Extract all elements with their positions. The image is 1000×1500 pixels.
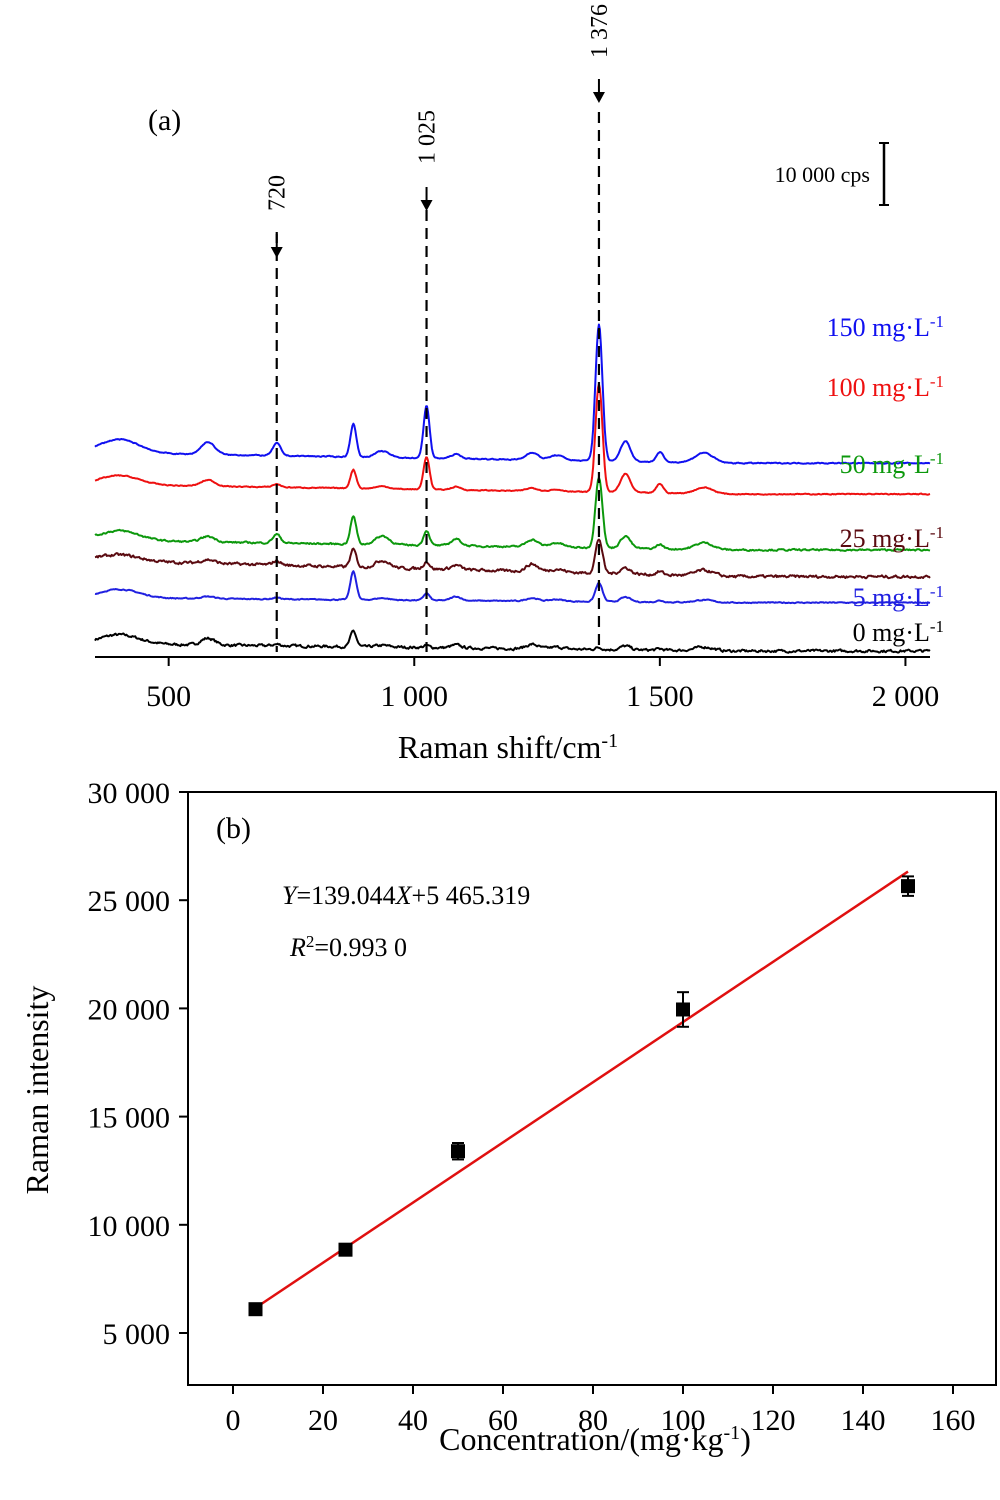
peak-arrow-head <box>420 200 433 211</box>
y-tick-label: 5 000 <box>103 1318 171 1351</box>
peak-label: 720 <box>265 175 291 211</box>
series-labels: 0 mg·L-1 5 mg·L-1 25 mg·L-1 50 mg·L-1 100 mg… <box>827 312 944 648</box>
y-tick-label: 15 000 <box>88 1102 171 1135</box>
data-point <box>901 879 915 894</box>
series-label: 25 mg·L-1 <box>840 523 944 554</box>
x-axis-ticks: 500 1 000 1 500 2 000 <box>146 657 939 713</box>
x-tick-label: 0 <box>226 1404 241 1437</box>
x-tick-label: 120 <box>751 1404 796 1437</box>
x-tick-label: 160 <box>931 1404 976 1437</box>
x-axis-title: Raman shift/cm-1 <box>398 729 618 765</box>
spectrum-line <box>94 383 931 496</box>
y-tick-label: 25 000 <box>88 885 171 918</box>
y-tick-label: 30 000 <box>88 777 171 810</box>
x-tick-label: 140 <box>841 1404 886 1437</box>
series-label: 100 mg·L-1 <box>827 372 944 403</box>
spectra-series-group <box>94 323 931 654</box>
x-tick-label: 20 <box>308 1404 338 1437</box>
x-tick-label: 500 <box>146 680 191 713</box>
x-axis-title-b: Concentration/(mg·kg-1) <box>439 1421 751 1457</box>
x-tick-label: 40 <box>398 1404 428 1437</box>
x-tick-label: 1 500 <box>626 680 694 713</box>
scale-bar-label: 10 000 cps <box>775 162 870 187</box>
data-point <box>248 1302 263 1317</box>
panel-a-label: (a) <box>148 104 181 137</box>
peak-label: 1 025 <box>415 110 441 164</box>
x-tick-label: 2 000 <box>872 680 940 713</box>
spectrum-line <box>94 538 931 580</box>
data-point <box>676 1002 690 1017</box>
y-tick-label: 10 000 <box>88 1210 171 1243</box>
peak-guide-lines <box>275 112 601 652</box>
series-label: 5 mg·L-1 <box>853 582 944 613</box>
x-tick-label: 60 <box>488 1404 518 1437</box>
data-points <box>248 875 915 1317</box>
regression-equation: Y=139.044X+5 465.319 <box>282 881 530 910</box>
spectrum-line <box>94 570 931 605</box>
x-axis-ticks-b: 0 20 40 60 80 100 120 140 160 <box>226 1385 976 1437</box>
spectrum-line <box>94 629 931 654</box>
x-tick-label: 1 000 <box>381 680 449 713</box>
y-axis-title-b: Raman intensity <box>19 986 55 1195</box>
data-point <box>451 1144 465 1159</box>
raman-spectra-panel: (a) 720 1 025 1 376 10 000 cps 0 mg·L-1 5 m… <box>94 4 944 765</box>
x-tick-label: 80 <box>578 1404 608 1437</box>
series-label: 150 mg·L-1 <box>827 312 944 343</box>
y-axis-ticks: 5 000 10 000 15 000 20 000 25 000 30 000 <box>88 777 188 1351</box>
panel-b-label: (b) <box>216 812 251 845</box>
data-point <box>338 1242 353 1257</box>
peak-markers: 720 1 025 1 376 <box>265 4 613 258</box>
peak-label: 1 376 <box>587 4 613 58</box>
r-squared: R2=0.993 0 <box>289 932 407 963</box>
fit-line-group <box>254 870 909 1309</box>
spectrum-line <box>94 476 931 552</box>
spectrum-line <box>94 323 931 465</box>
peak-arrow-head <box>270 247 283 258</box>
fit-line <box>254 870 909 1309</box>
series-label: 0 mg·L-1 <box>853 617 944 648</box>
x-tick-label: 100 <box>661 1404 706 1437</box>
series-label: 50 mg·L-1 <box>840 449 944 480</box>
y-tick-label: 20 000 <box>88 993 171 1026</box>
peak-arrow-head <box>592 92 605 103</box>
